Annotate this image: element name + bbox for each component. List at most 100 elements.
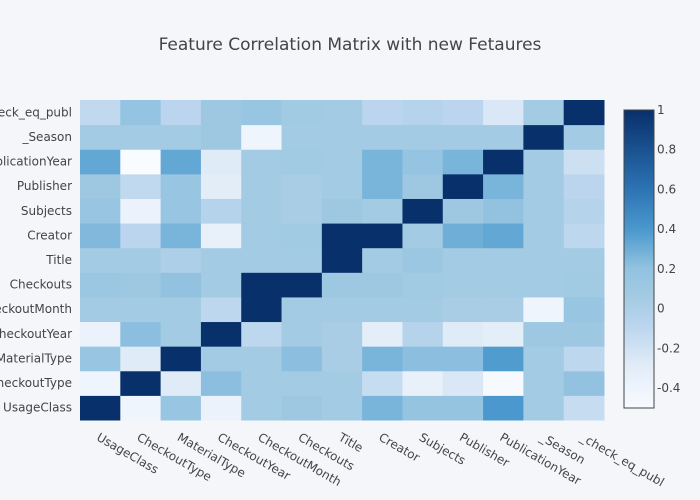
heatmap-cell <box>362 223 403 249</box>
heatmap-cell <box>120 100 162 126</box>
heatmap-cell <box>402 272 444 298</box>
heatmap-cell <box>241 173 283 199</box>
heatmap-cell <box>442 173 484 199</box>
heatmap-cell <box>241 100 283 126</box>
heatmap-cell <box>321 247 363 273</box>
heatmap-cell <box>241 198 283 224</box>
heatmap-cell <box>281 198 323 224</box>
y-tick-label: _Season <box>21 130 72 144</box>
heatmap-cell <box>80 247 121 273</box>
heatmap-cell <box>80 124 121 150</box>
heatmap-cell <box>402 149 444 175</box>
heatmap-cell <box>120 346 162 372</box>
heatmap-cell <box>362 149 403 175</box>
heatmap-cell <box>120 173 162 199</box>
heatmap-cell <box>563 100 605 126</box>
heatmap-cell <box>442 198 484 224</box>
y-tick-label: Creator <box>27 228 72 242</box>
heatmap-cell <box>321 173 363 199</box>
heatmap-cell <box>321 124 363 150</box>
heatmap-cell <box>200 370 242 396</box>
heatmap-cell <box>80 272 121 298</box>
heatmap-cell <box>483 272 524 298</box>
heatmap-cell <box>241 272 283 298</box>
heatmap-cell <box>442 124 484 150</box>
heatmap-cell <box>483 346 524 372</box>
y-tick-label: Title <box>45 253 72 267</box>
heatmap-cell <box>483 321 524 347</box>
heatmap-cell <box>362 247 403 273</box>
heatmap-cell <box>402 370 444 396</box>
heatmap-cell <box>80 223 121 249</box>
heatmap-cell <box>80 149 121 175</box>
y-tick-label: heck_eq_publ <box>0 105 72 119</box>
y-tick-label: Checkouts <box>10 278 72 292</box>
heatmap-cell <box>362 370 403 396</box>
heatmap-cell <box>563 272 605 298</box>
heatmap-cell <box>523 272 565 298</box>
y-axis-ticks: UsageClass heckoutType MaterialType Checkou… <box>0 105 72 414</box>
heatmap-cell <box>200 100 242 126</box>
heatmap-cell <box>362 100 403 126</box>
heatmap-cell <box>281 370 323 396</box>
heatmap-cell <box>321 321 363 347</box>
heatmap-cell <box>523 370 565 396</box>
y-tick-label: CheckoutYear <box>0 327 72 341</box>
heatmap-cell <box>483 149 524 175</box>
heatmap-cell <box>442 370 484 396</box>
heatmap-cell <box>483 395 524 421</box>
heatmap-cell <box>442 149 484 175</box>
heatmap-cell <box>362 198 403 224</box>
heatmap-cell <box>160 100 202 126</box>
heatmap-cell <box>200 395 242 421</box>
y-tick-label: UsageClass <box>3 401 72 415</box>
heatmap-cell <box>200 296 242 323</box>
heatmap-cell <box>281 272 323 298</box>
heatmap-cell <box>241 370 283 396</box>
heatmap-cell <box>200 198 242 224</box>
colorbar-tick-label: -0.2 <box>657 341 680 355</box>
heatmap-cell <box>523 296 565 323</box>
heatmap-cell <box>281 395 323 421</box>
heatmap-cell <box>281 247 323 273</box>
colorbar-tick-label: 0.8 <box>657 143 676 157</box>
heatmap-cell <box>442 100 484 126</box>
colorbar-tick-label: 0.2 <box>657 262 676 276</box>
heatmap-cell <box>402 198 444 224</box>
heatmap-cell <box>563 370 605 396</box>
colorbar: 1 0.8 0.6 0.4 0.2 0 -0.2 -0.4 <box>623 103 680 409</box>
heatmap-cell <box>483 124 524 150</box>
heatmap-cells <box>80 100 605 421</box>
y-tick-label: heckoutMonth <box>0 302 72 316</box>
heatmap-cell <box>200 124 242 150</box>
heatmap-cell <box>241 346 283 372</box>
heatmap-cell <box>281 149 323 175</box>
heatmap-cell <box>241 296 283 323</box>
heatmap-cell <box>321 272 363 298</box>
heatmap-cell <box>442 321 484 347</box>
heatmap-cell <box>402 395 444 421</box>
heatmap-cell <box>321 395 363 421</box>
heatmap-cell <box>160 198 202 224</box>
heatmap-cell <box>160 149 202 175</box>
heatmap-cell <box>523 173 565 199</box>
heatmap-cell <box>120 223 162 249</box>
heatmap-cell <box>402 124 444 150</box>
heatmap-cell <box>120 296 162 323</box>
heatmap-cell <box>80 198 121 224</box>
y-tick-label: heckoutType <box>0 376 72 390</box>
chart-title: Feature Correlation Matrix with new Feta… <box>159 35 542 55</box>
colorbar-tick-label: 0 <box>657 302 665 316</box>
heatmap-cell <box>563 296 605 323</box>
heatmap-cell <box>281 223 323 249</box>
heatmap-cell <box>281 346 323 372</box>
colorbar-tick-label: 0.4 <box>657 222 676 236</box>
heatmap-cell <box>160 173 202 199</box>
heatmap-cell <box>402 296 444 323</box>
heatmap-cell <box>563 223 605 249</box>
heatmap-cell <box>321 100 363 126</box>
heatmap-cell <box>362 296 403 323</box>
heatmap-cell <box>442 346 484 372</box>
heatmap-cell <box>362 321 403 347</box>
